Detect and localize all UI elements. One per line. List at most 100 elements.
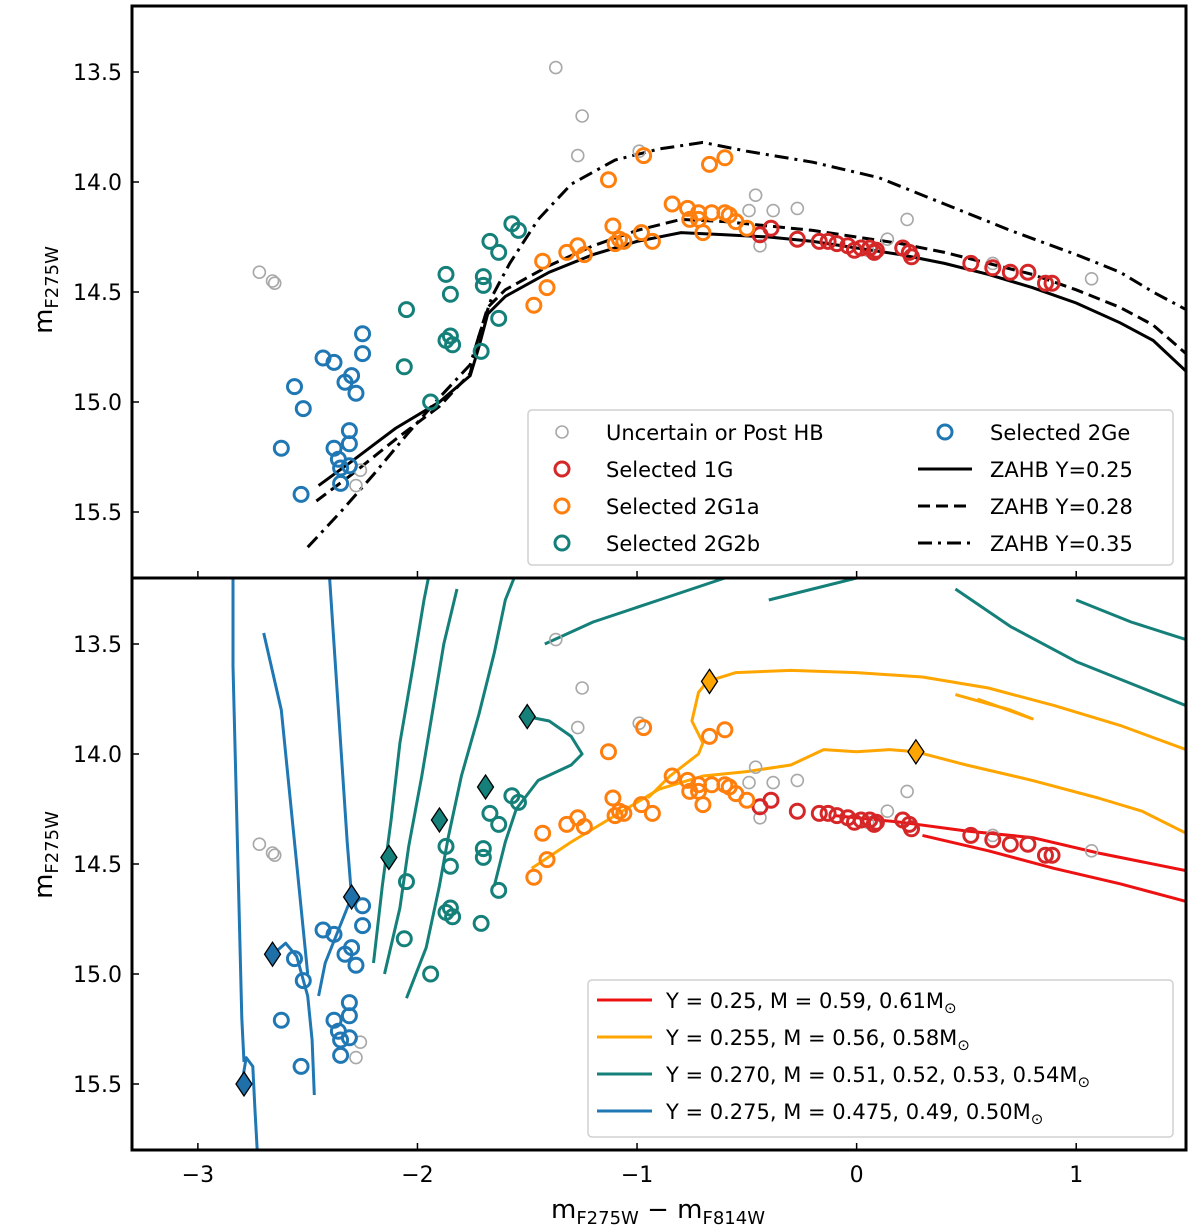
scatter-point (534, 824, 552, 842)
scatter-point (340, 1029, 358, 1047)
scatter-point (748, 188, 763, 202)
scatter-point (663, 195, 681, 213)
scatter-point (349, 478, 363, 493)
scatter-point (599, 743, 617, 761)
scatter-point (441, 327, 459, 345)
scatter-point (395, 930, 413, 948)
zahb-diamond (235, 1070, 253, 1098)
evolution-track (530, 748, 1186, 870)
scatter-point (900, 784, 914, 799)
scatter-point (903, 248, 921, 266)
ytick-label: 14.0 (73, 743, 122, 768)
evolution-track (544, 578, 726, 646)
scatter-point (509, 793, 527, 811)
scatter-point (481, 804, 499, 822)
scatter-point (252, 265, 267, 280)
evolution-track (372, 578, 430, 964)
scatter-point (828, 235, 846, 253)
scatter-point (490, 881, 508, 899)
evolution-track (269, 941, 316, 1096)
scatter-point (354, 917, 372, 935)
evolution-track (231, 578, 246, 1063)
evolution-track (262, 632, 310, 975)
scatter-point (354, 345, 372, 363)
scatter-point (788, 230, 806, 248)
scatter-point (347, 384, 365, 402)
evolution-track (328, 578, 354, 898)
scatter-point (643, 232, 661, 250)
scatter-point (397, 873, 415, 891)
scatter-point (538, 851, 556, 869)
top-ylabel: mF275W (29, 246, 63, 334)
scatter-point (1043, 274, 1061, 292)
scatter-point (984, 831, 1002, 849)
scatter-point (604, 789, 622, 807)
scatter-point (766, 775, 780, 790)
scatter-point (615, 232, 633, 250)
bottom-xlabel: mF275W − mF814W (551, 1195, 765, 1229)
scatter-point (819, 232, 837, 250)
scatter-point (880, 232, 895, 246)
scatter-point (437, 837, 455, 855)
legend-label: Y = 0.255, M = 0.56, 0.58M⊙ (665, 1026, 970, 1054)
legend-marker (553, 497, 571, 515)
scatter-point (354, 897, 372, 915)
scatter-point (742, 775, 756, 790)
legend-box (587, 979, 1174, 1138)
evolution-track (405, 578, 516, 999)
scatter-point (349, 1050, 363, 1065)
scatter-point (332, 474, 350, 492)
scatter-point (828, 807, 846, 825)
evolution-track (954, 693, 1034, 721)
evolution-track (646, 668, 1186, 800)
scatter-point (635, 147, 653, 165)
legend-label: ZAHB Y=0.25 (990, 458, 1133, 482)
zahb-diamond (342, 883, 361, 911)
scatter-point (753, 239, 767, 253)
scatter-point (272, 439, 290, 457)
legend-marker (553, 460, 571, 478)
scatter-point (663, 767, 681, 785)
scatter-point (900, 212, 914, 227)
scatter-point (762, 219, 780, 237)
scatter-point (867, 241, 885, 259)
scatter-point (1019, 263, 1037, 281)
scatter-point (490, 815, 508, 833)
legend-label: Y = 0.25, M = 0.59, 0.61M⊙ (665, 989, 957, 1017)
scatter-point (490, 309, 508, 327)
scatter-point (294, 972, 312, 990)
scatter-point (534, 252, 552, 270)
scatter-point (397, 301, 415, 319)
xtick-label: 0 (850, 1163, 864, 1188)
evolution-track (954, 587, 1186, 707)
legend-box (527, 409, 1174, 566)
scatter-point (538, 279, 556, 297)
scatter-point (294, 400, 312, 418)
scatter-point (325, 353, 343, 371)
scatter-point (1001, 263, 1019, 281)
scatter-point (575, 109, 589, 123)
scatter-point (474, 276, 492, 294)
scatter-point (1084, 843, 1099, 858)
evolution-track (922, 833, 1186, 903)
evolution-track (834, 814, 1186, 873)
scatter-point (575, 246, 593, 264)
scatter-point (444, 336, 462, 354)
scatter-point (509, 221, 527, 239)
zahb-diamond (476, 773, 495, 801)
scatter-point (292, 485, 310, 503)
scatter-point (525, 868, 543, 886)
scatter-point (753, 810, 767, 825)
scatter-point (332, 1046, 350, 1064)
legend-label: Selected 2Ge (990, 421, 1130, 445)
scatter-point (742, 203, 756, 218)
scatter-point (632, 224, 650, 242)
top-panel: 13.5 14.0 14.5 15.0 15.5 Uncertain or Post HB… (73, 60, 1186, 578)
evolution-track (768, 578, 857, 602)
evolution-track (383, 588, 459, 975)
scatter-point (1019, 835, 1037, 853)
xtick-label: −3 (182, 1163, 214, 1188)
scatter-point (716, 149, 734, 167)
scatter-point (790, 201, 805, 216)
